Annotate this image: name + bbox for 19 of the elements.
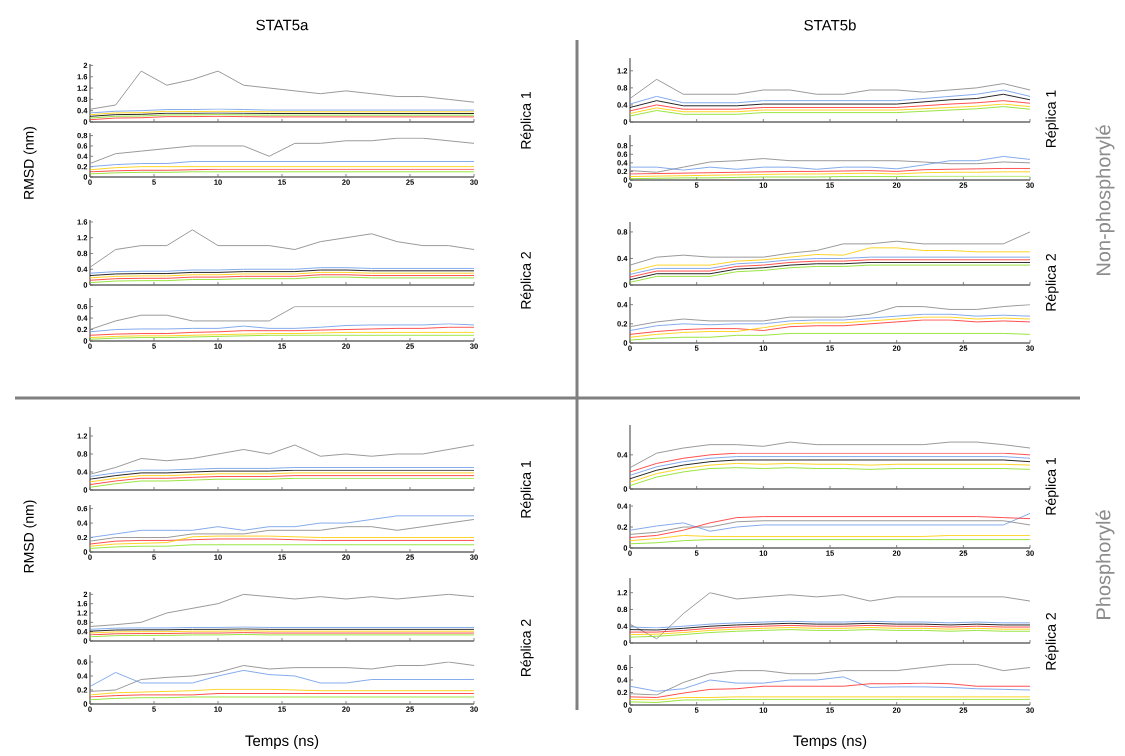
line-series [90,70,474,110]
x-axis-title: Temps (ns) [245,735,319,749]
y2-axis-title: Réplica 1 [520,92,534,149]
y-axis-title: RMSD (nm) [23,500,37,573]
y2-axis-title: Réplica 2 [1045,254,1059,311]
y2-axis-title: Réplica 1 [1045,90,1059,148]
text: Non-phosphorylé [1095,125,1115,276]
y2-axis-title: Réplica 2 [1045,613,1059,670]
chart-title: STAT5a [256,19,309,31]
x-axis-title: Temps (ns) [793,735,867,749]
y2-axis-title: Réplica 2 [520,619,534,677]
line-series [630,313,1031,331]
y2-axis-title: Réplica 1 [1045,458,1059,515]
chart-title: STAT5b [804,19,856,31]
text: Phosphorylé [1095,510,1115,619]
y2-axis-title: Réplica 1 [520,461,534,518]
y-axis-title: RMSD (nm) [23,126,37,199]
y2-axis-title: Réplica 2 [520,252,534,309]
line-series [630,676,1031,692]
